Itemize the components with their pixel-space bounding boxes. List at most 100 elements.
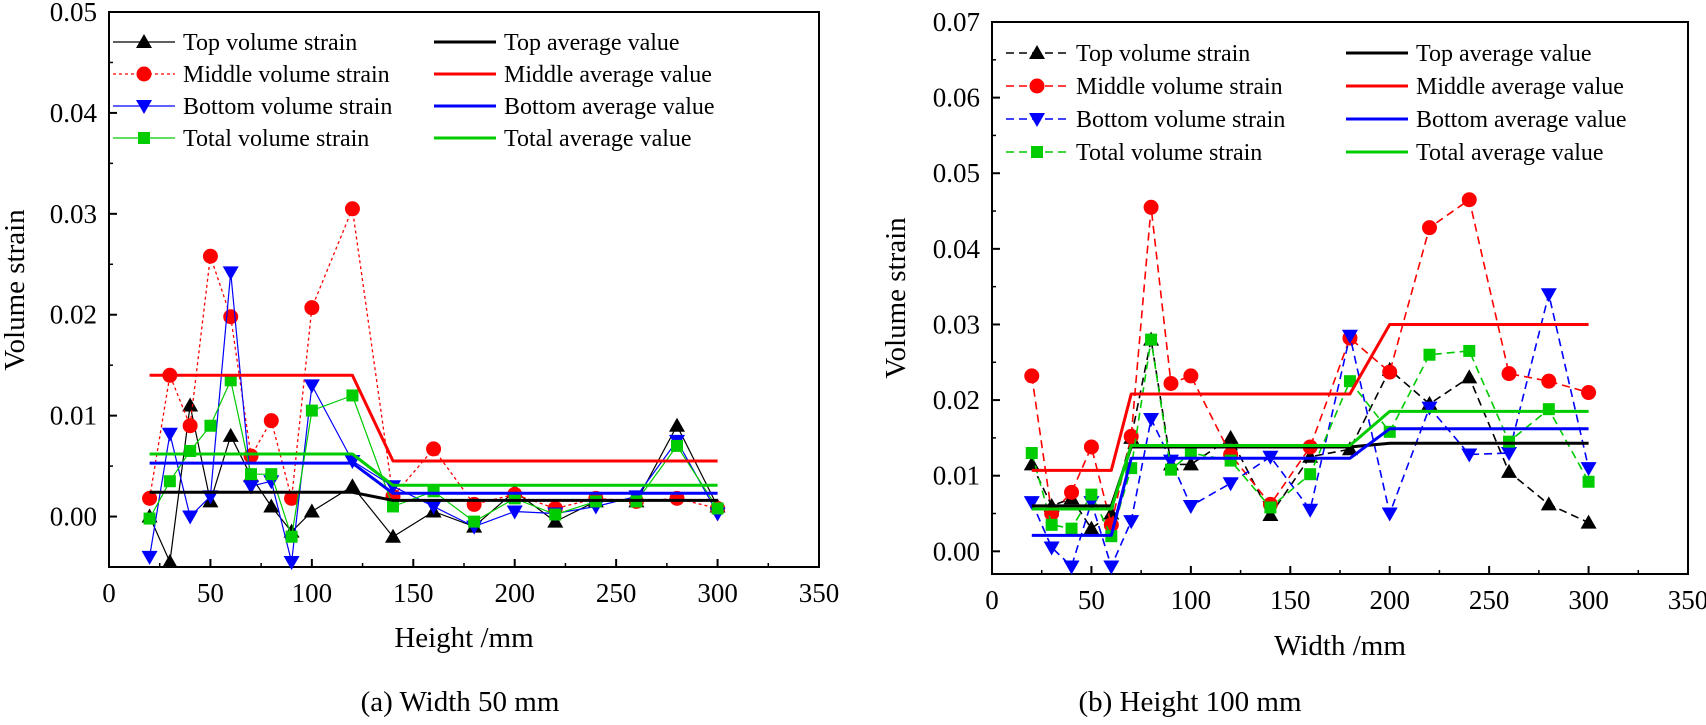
point-a-bottom-volume-strain-3 (202, 490, 219, 505)
series-line-a-bottom-volume-strain (149, 271, 719, 563)
point-b-middle-volume-strain-15 (1461, 192, 1477, 208)
point-a-middle-volume-strain-11 (426, 441, 442, 457)
caption-b: (b) Height 100 mm (1078, 686, 1302, 718)
series-line-a-total-average-value (149, 452, 718, 487)
y-tick-label-a-3: 0.03 (50, 199, 97, 229)
point-b-bottom-volume-strain-5 (1123, 515, 1140, 530)
point-b-bottom-volume-strain-8 (1182, 499, 1199, 514)
point-b-top-volume-strain-9 (1222, 429, 1239, 444)
point-a-bottom-volume-strain-4 (222, 266, 239, 281)
point-b-total-volume-strain-14 (1423, 348, 1436, 361)
x-axis-title-a: Height /mm (394, 622, 534, 654)
y-tick-label-b-3: 0.03 (933, 309, 980, 339)
point-b-total-volume-strain-11 (1304, 468, 1317, 481)
x-tick-label-b-250: 250 (1469, 585, 1510, 615)
legend-marker-b-total-volume-strain (1031, 146, 1043, 158)
legend-marker-a-total-volume-strain (138, 132, 150, 144)
point-a-middle-volume-strain-6 (263, 413, 279, 429)
x-tick-label-b-100: 100 (1171, 585, 1212, 615)
point-a-middle-volume-strain-0 (142, 490, 158, 506)
x-tick-label-b-300: 300 (1568, 585, 1609, 615)
point-b-total-volume-strain-2 (1065, 522, 1078, 535)
legend-marker-b-top-volume-strain (1029, 45, 1045, 59)
point-b-total-volume-strain-15 (1463, 344, 1476, 357)
point-a-total-volume-strain-17 (671, 439, 683, 452)
y-tick-label-a-5: 0.05 (50, 0, 97, 27)
point-a-total-volume-strain-7 (285, 530, 298, 543)
point-b-bottom-volume-strain-1 (1043, 541, 1060, 556)
legend-label-a-top-volume-strain: Top volume strain (183, 30, 357, 56)
y-axis-title-a: Volume strain (0, 209, 31, 371)
point-b-bottom-volume-strain-9 (1222, 477, 1239, 492)
point-b-bottom-volume-strain-0 (1023, 496, 1040, 511)
chart-panel-a: 0 50 100 150 200 250 300 350 0.00 0.01 0.02 0.03 0.0… (0, 0, 839, 718)
point-b-middle-volume-strain-16 (1501, 366, 1517, 382)
point-b-top-volume-strain-15 (1461, 369, 1478, 384)
legend-label-b-total-average-value: Total average value (1416, 140, 1604, 166)
series-line-b-bottom-average-value (1031, 427, 1589, 537)
point-a-top-volume-strain-9 (344, 478, 361, 493)
point-b-bottom-volume-strain-16 (1501, 447, 1518, 462)
point-a-total-volume-strain-4 (224, 374, 237, 387)
point-b-bottom-volume-strain-14 (1421, 401, 1438, 416)
series-line-b-middle-average-value (1031, 323, 1589, 472)
point-a-top-volume-strain-2 (182, 397, 199, 412)
point-a-top-volume-strain-1 (161, 553, 178, 568)
legend-label-a-middle-volume-strain: Middle volume strain (183, 62, 390, 88)
series-line-a-top-average-value (149, 490, 718, 502)
point-b-total-volume-strain-0 (1025, 447, 1038, 460)
point-a-total-volume-strain-0 (143, 512, 156, 525)
point-a-top-volume-strain-6 (263, 498, 280, 513)
point-b-bottom-volume-strain-6 (1143, 412, 1160, 427)
point-a-middle-volume-strain-3 (202, 248, 218, 264)
caption-a: (a) Width 50 mm (361, 686, 560, 718)
legend-label-b-top-average-value: Top average value (1416, 41, 1592, 67)
point-a-total-volume-strain-3 (204, 419, 217, 432)
point-a-total-volume-strain-9 (346, 389, 359, 402)
x-tick-label-a-300: 300 (697, 578, 738, 608)
point-b-top-volume-strain-16 (1501, 463, 1518, 478)
x-tick-label-a-200: 200 (494, 578, 535, 608)
series-line-a-top-volume-strain (149, 404, 719, 563)
legend-label-a-total-volume-strain: Total volume strain (183, 126, 369, 152)
point-a-middle-volume-strain-8 (304, 300, 320, 316)
point-b-total-volume-strain-16 (1503, 435, 1516, 448)
legend-label-b-bottom-volume-strain: Bottom volume strain (1076, 107, 1285, 133)
point-a-total-volume-strain-11 (427, 485, 440, 498)
series-line-a-bottom-average-value (149, 461, 718, 495)
point-a-bottom-volume-strain-11 (425, 500, 442, 515)
point-b-bottom-volume-strain-11 (1302, 503, 1319, 518)
legend-b: Top volume strain Middle volume strain Bot… (1006, 41, 1627, 166)
point-a-top-volume-strain-10 (385, 528, 401, 543)
legend-marker-b-middle-volume-strain (1029, 78, 1045, 94)
legend-label-b-top-volume-strain: Top volume strain (1076, 41, 1250, 67)
legend-label-b-middle-average-value: Middle average value (1416, 74, 1624, 100)
point-b-total-volume-strain-3 (1085, 488, 1098, 501)
x-tick-label-b-200: 200 (1369, 585, 1410, 615)
chart-panel-b: 0 50 100 150 200 250 300 350 0.00 0.01 0.02 0.03 0.0… (880, 7, 1706, 718)
point-b-top-volume-strain-8 (1182, 456, 1199, 471)
point-b-total-volume-strain-12 (1343, 375, 1356, 388)
point-b-middle-volume-strain-0 (1024, 368, 1040, 384)
point-b-middle-volume-strain-6 (1143, 199, 1159, 215)
point-a-top-volume-strain-17 (669, 417, 685, 432)
point-a-bottom-volume-strain-7 (283, 555, 300, 570)
point-b-bottom-volume-strain-15 (1461, 448, 1478, 463)
y-tick-label-a-4: 0.04 (50, 98, 98, 128)
x-axis-title-b: Width /mm (1274, 630, 1406, 662)
point-a-bottom-volume-strain-13 (506, 505, 523, 520)
y-tick-label-b-5: 0.05 (933, 158, 980, 188)
point-a-bottom-volume-strain-2 (182, 510, 199, 525)
y-axis-title-b: Volume strain (880, 217, 912, 379)
legend-label-b-total-volume-strain: Total volume strain (1076, 140, 1262, 166)
point-b-top-volume-strain-10 (1262, 507, 1279, 522)
point-b-bottom-volume-strain-2 (1063, 560, 1080, 575)
point-a-top-volume-strain-4 (222, 427, 239, 442)
point-b-total-volume-strain-10 (1264, 501, 1277, 514)
point-a-bottom-volume-strain-5 (243, 480, 259, 495)
point-b-total-volume-strain-18 (1582, 475, 1595, 488)
point-b-total-volume-strain-9 (1224, 454, 1237, 467)
point-b-bottom-volume-strain-12 (1341, 329, 1358, 344)
y-tick-label-b-6: 0.06 (933, 83, 980, 113)
